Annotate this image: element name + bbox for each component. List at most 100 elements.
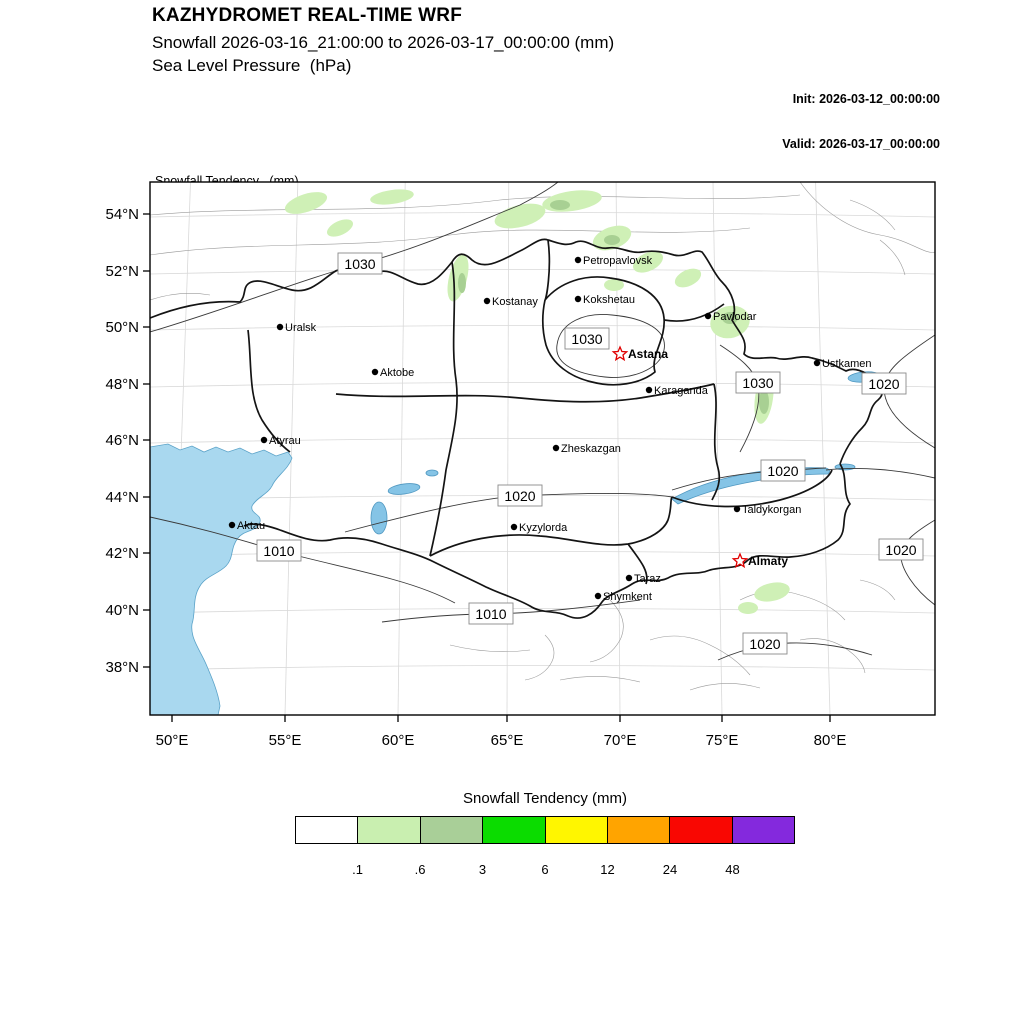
- city-label: Aktau: [237, 520, 265, 532]
- colorbar-title: Snowfall Tendency (mm): [463, 790, 627, 807]
- city-dot: [813, 359, 821, 367]
- city-dot: [260, 436, 268, 444]
- colorbar-tick-label: 48: [725, 862, 740, 877]
- capital-star-icon: [611, 345, 629, 362]
- colorbar-segment: [731, 817, 794, 843]
- capital-label: Almaty: [748, 554, 788, 568]
- capital-marker: Almaty: [731, 552, 788, 569]
- city-marker: Uralsk: [276, 322, 317, 334]
- x-tick-label: 65°E: [491, 732, 524, 749]
- capital-star-icon: [731, 552, 749, 569]
- city-label: Kokshetau: [583, 294, 635, 306]
- x-tick-label: 70°E: [604, 732, 637, 749]
- city-marker: Zheskazgan: [552, 443, 621, 455]
- x-tick-label: 55°E: [269, 732, 302, 749]
- city-marker: Kokshetau: [574, 294, 635, 306]
- city-label: Kostanay: [492, 296, 538, 308]
- colorbar-segment: [419, 817, 483, 843]
- city-label: Zheskazgan: [561, 443, 621, 455]
- colorbar-segment: [296, 817, 358, 843]
- colorbar-tick-label: 12: [600, 862, 615, 877]
- pressure-label-box: [468, 602, 514, 625]
- pressure-label-text: 1010: [475, 606, 506, 622]
- city-marker: Aktobe: [371, 367, 414, 379]
- city-dot: [574, 295, 582, 303]
- city-label: Taraz: [634, 573, 661, 585]
- page-title: KAZHYDROMET REAL-TIME WRF: [152, 5, 463, 26]
- city-label: Taldykorgan: [742, 504, 801, 516]
- aral-sea: [370, 469, 439, 535]
- city-dot: [733, 505, 741, 513]
- city-dot: [510, 523, 518, 531]
- pressure-label-text: 1030: [344, 256, 375, 272]
- capital-marker: Astana: [611, 345, 668, 362]
- pressure-label: 1030: [735, 371, 781, 394]
- city-marker: Atyrau: [260, 435, 301, 447]
- city-dot: [483, 297, 491, 305]
- pressure-label: 1030: [337, 252, 383, 275]
- pressure-label: 1020: [861, 372, 907, 395]
- terrain-contours: [150, 182, 935, 691]
- colorbar-tick-label: 3: [478, 862, 487, 877]
- city-label: Pavlodar: [713, 311, 757, 323]
- colorbar-tick-label: 6: [541, 862, 549, 877]
- city-marker: Kostanay: [483, 296, 538, 308]
- city-label: Uralsk: [285, 322, 317, 334]
- weather-map: 54°N 52°N 50°N 48°N 46°N 44°N 42°N 40°N 38°N 50°E…: [105, 181, 936, 749]
- city-dot: [594, 592, 602, 600]
- capital-markers: Astana Almaty: [611, 345, 788, 569]
- y-tick-label: 50°N: [105, 319, 139, 336]
- pressure-label-text: 1020: [504, 488, 535, 504]
- pressure-label-text: 1020: [885, 542, 916, 558]
- pressure-labels: 1030 1030 1030 1020 1020 1020 1010 1020 1010 1020: [256, 252, 924, 655]
- city-label: Shymkent: [603, 591, 652, 603]
- y-tick-label: 46°N: [105, 432, 139, 449]
- y-tick-label: 44°N: [105, 489, 139, 506]
- y-tick-label: 48°N: [105, 376, 139, 393]
- lake-balkhash: [671, 467, 830, 505]
- colorbar-tick-labels: .1 .6 3 6 12 24 48: [295, 845, 795, 879]
- colorbar-segment: [482, 817, 545, 843]
- city-dot: [228, 521, 236, 529]
- pressure-label-box: [760, 459, 806, 482]
- x-tick-label: 50°E: [156, 732, 189, 749]
- pressure-label-text: 1020: [749, 636, 780, 652]
- city-marker: Shymkent: [594, 591, 652, 603]
- city-marker: Ustkamen: [813, 358, 872, 370]
- city-dot: [371, 368, 379, 376]
- colorbar-segment: [669, 817, 732, 843]
- city-label: Ustkamen: [822, 358, 872, 370]
- snowfall-shading: [284, 189, 790, 614]
- y-tick-label: 52°N: [105, 263, 139, 280]
- map-frame: [149, 181, 936, 716]
- city-label: Kyzylorda: [519, 522, 568, 534]
- map-background: [150, 182, 935, 715]
- colorbar-segment: [606, 817, 670, 843]
- region-borders: [150, 238, 884, 619]
- pressure-label-text: 1010: [263, 543, 294, 559]
- init-time: Init: 2026-03-12_00:00:00: [792, 92, 940, 106]
- pressure-label-text: 1030: [742, 375, 773, 391]
- pressure-label-box: [497, 484, 543, 507]
- city-label: Karaganda: [654, 385, 709, 397]
- pressure-label-box: [337, 252, 383, 275]
- colorbar-tick-label: .6: [414, 862, 426, 877]
- city-dot: [276, 323, 284, 331]
- y-tick-label: 40°N: [105, 602, 139, 619]
- x-tick-label: 75°E: [706, 732, 739, 749]
- run-info: Init: 2026-03-12_00:00:00 Valid: 2026-03…: [782, 62, 940, 167]
- city-marker: Petropavlovsk: [574, 255, 653, 267]
- subtitle-snowfall: Snowfall 2026-03-16_21:00:00 to 2026-03-…: [152, 33, 615, 52]
- capital-label: Astana: [628, 347, 668, 361]
- pressure-label: 1010: [468, 602, 514, 625]
- city-label: Petropavlovsk: [583, 255, 653, 267]
- city-dot: [645, 386, 653, 394]
- colorbar-tick-label: .1: [352, 862, 363, 877]
- colorbar: [295, 816, 795, 844]
- pressure-label-box: [564, 327, 610, 350]
- city-dot: [574, 256, 582, 264]
- pressure-label-text: 1030: [571, 331, 602, 347]
- pressure-label-text: 1020: [868, 376, 899, 392]
- colorbar-tick-label: 24: [662, 862, 678, 877]
- subtitle-pressure: Sea Level Pressure (hPa): [152, 56, 352, 75]
